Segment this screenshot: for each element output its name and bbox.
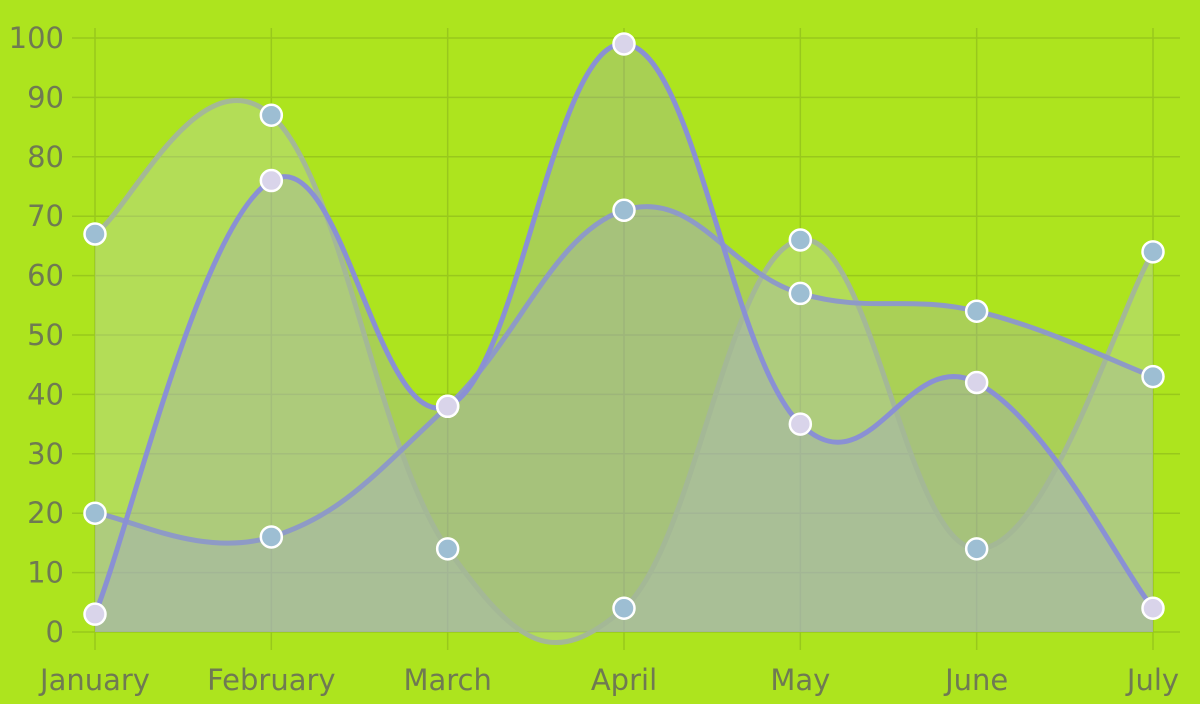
x-tick-label: July <box>1125 663 1179 697</box>
x-tick-label: June <box>943 663 1008 697</box>
y-tick-label: 30 <box>27 437 64 471</box>
y-tick-label: 90 <box>27 80 64 114</box>
x-tick-label: January <box>38 663 150 697</box>
series-1-area <box>95 100 1153 643</box>
series-2-point[interactable] <box>964 299 989 323</box>
y-tick-label: 20 <box>27 496 64 530</box>
series-2-area <box>95 206 1153 632</box>
series-2-point[interactable] <box>612 198 636 223</box>
y-tick-label: 40 <box>27 377 64 411</box>
series-3-point[interactable] <box>435 394 460 419</box>
y-tick-label: 100 <box>9 21 64 55</box>
series-2-point[interactable] <box>1141 364 1165 389</box>
series-2-point[interactable] <box>83 501 107 525</box>
axis-labels: 0 10 20 30 40 50 60 70 80 90 100 January February Mar… <box>9 21 1179 697</box>
series-3-point[interactable] <box>788 412 813 436</box>
series-1-point[interactable] <box>259 103 284 127</box>
x-tick-label: April <box>591 663 657 697</box>
series-3-point[interactable] <box>612 32 636 56</box>
y-tick-label: 70 <box>27 199 64 233</box>
y-tick-label: 60 <box>27 259 64 293</box>
series-3-point[interactable] <box>964 370 989 395</box>
series-1-point[interactable] <box>435 537 460 561</box>
series-points <box>83 32 1165 626</box>
x-tick-label: February <box>207 663 336 697</box>
x-tick-label: May <box>770 663 830 697</box>
series-1-point[interactable] <box>83 222 107 246</box>
series-2-point[interactable] <box>788 281 813 306</box>
series-1-point[interactable] <box>788 228 813 252</box>
series-areas <box>95 43 1153 643</box>
series-3-point[interactable] <box>1141 596 1165 620</box>
x-tick-label: March <box>403 663 491 697</box>
series-1-point[interactable] <box>1141 240 1165 264</box>
series-3-point[interactable] <box>83 602 107 626</box>
series-2-point[interactable] <box>259 525 284 549</box>
series-3-point[interactable] <box>259 168 284 193</box>
series-1-point[interactable] <box>964 537 989 561</box>
y-tick-label: 10 <box>27 556 64 590</box>
y-tick-label: 0 <box>46 615 64 649</box>
y-tick-label: 50 <box>27 318 64 352</box>
series-1-point[interactable] <box>612 596 636 620</box>
y-tick-label: 80 <box>27 140 64 174</box>
